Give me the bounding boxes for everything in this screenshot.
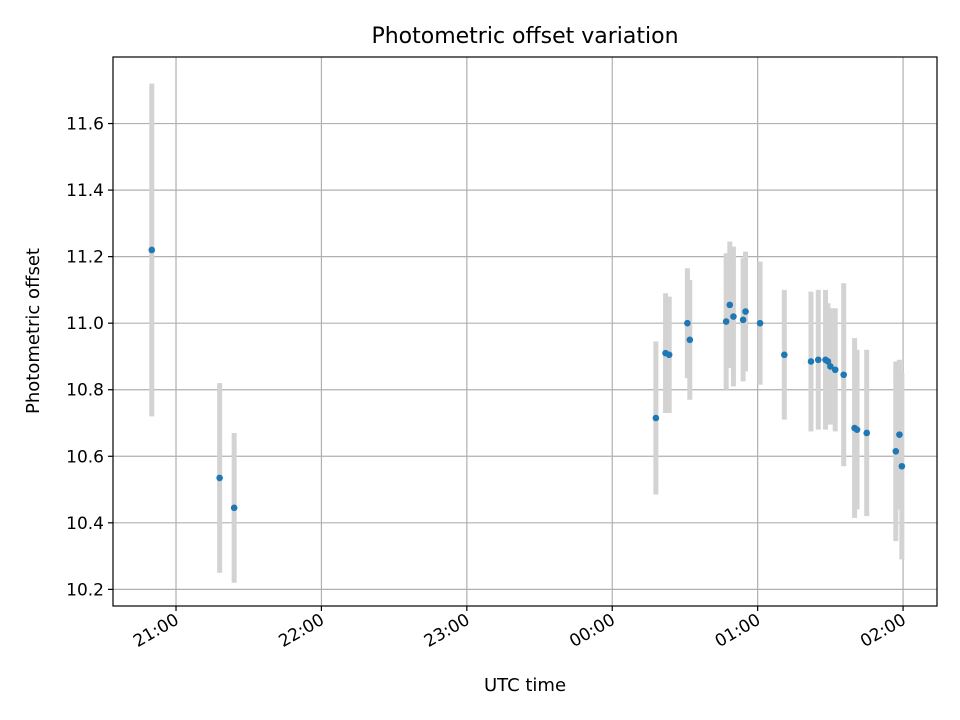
data-point bbox=[863, 429, 871, 437]
data-points bbox=[148, 246, 906, 512]
data-point bbox=[230, 504, 238, 512]
data-point bbox=[831, 366, 839, 374]
y-tick-label: 10.6 bbox=[66, 447, 104, 467]
y-tick-label: 11.4 bbox=[66, 181, 104, 201]
y-tick-label: 10.8 bbox=[66, 381, 104, 401]
data-point bbox=[739, 316, 747, 324]
y-tick-label: 10.2 bbox=[66, 580, 104, 600]
y-tick-label: 11.2 bbox=[66, 248, 104, 268]
y-tick-label: 11.0 bbox=[66, 314, 104, 334]
data-point bbox=[807, 358, 815, 365]
data-point bbox=[781, 351, 788, 359]
data-point bbox=[684, 319, 691, 327]
data-point bbox=[726, 301, 734, 309]
y-tick-label: 10.4 bbox=[66, 514, 104, 534]
data-point bbox=[827, 363, 834, 370]
data-point bbox=[148, 246, 156, 254]
data-point bbox=[840, 371, 847, 379]
data-point bbox=[686, 336, 694, 344]
data-point bbox=[814, 356, 822, 364]
grid bbox=[113, 57, 937, 606]
data-point bbox=[898, 462, 906, 470]
data-point bbox=[730, 313, 737, 320]
data-point bbox=[216, 474, 223, 482]
data-point bbox=[756, 319, 764, 327]
data-point bbox=[853, 426, 861, 433]
data-point bbox=[824, 358, 832, 365]
y-tick-label: 11.6 bbox=[66, 115, 104, 135]
data-point bbox=[742, 308, 749, 315]
y-axis-ticks: 10.2 10.4 10.6 10.8 11.0 11.2 11.4 11.6 bbox=[66, 115, 113, 600]
plot-frame bbox=[112, 56, 938, 607]
y-axis-label: Photometric offset bbox=[23, 248, 44, 414]
data-point bbox=[892, 447, 900, 455]
data-point bbox=[722, 318, 730, 325]
data-point bbox=[896, 431, 903, 438]
data-point bbox=[665, 351, 673, 359]
chart-title: Photometric offset variation bbox=[371, 24, 678, 49]
x-axis-label: UTC time bbox=[484, 675, 566, 696]
data-point bbox=[652, 414, 660, 422]
